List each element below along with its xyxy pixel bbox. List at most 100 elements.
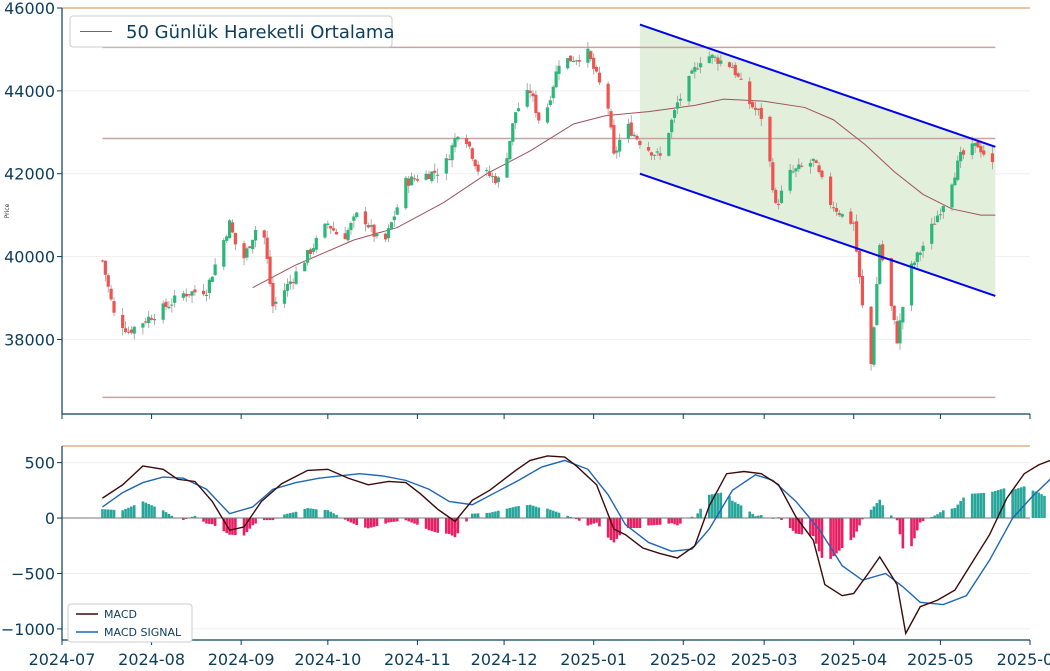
- macd-histogram-bar: [855, 518, 858, 532]
- legend-signal-label: MACD SIGNAL: [104, 626, 182, 639]
- candle-body: [285, 283, 289, 291]
- macd-histogram-bar: [537, 507, 541, 519]
- candle-body: [233, 232, 237, 245]
- candle-body: [141, 323, 145, 328]
- candle-body: [895, 321, 899, 344]
- macd-histogram-bar: [1040, 494, 1043, 519]
- candle-body: [933, 223, 937, 225]
- candle-body: [346, 229, 350, 241]
- candle-body: [930, 223, 934, 244]
- candle-body: [849, 211, 853, 224]
- macd-histogram-bar: [286, 513, 289, 519]
- candle-body: [860, 275, 865, 306]
- candle-body: [173, 295, 177, 303]
- macd-histogram-bar: [508, 507, 512, 519]
- candle-body: [693, 67, 697, 72]
- candle-body: [794, 168, 798, 172]
- macd-histogram-bar: [910, 518, 913, 547]
- candle-body: [245, 248, 249, 258]
- macd-histogram-bar: [491, 512, 494, 519]
- candle-body: [675, 102, 680, 109]
- candle-body: [909, 263, 914, 306]
- macd-histogram-bar: [612, 518, 616, 543]
- candle-body: [349, 222, 353, 230]
- macd-histogram-bar: [312, 508, 315, 519]
- macd-histogram-bar: [551, 510, 555, 519]
- candle-body: [126, 331, 131, 333]
- candle-body: [164, 301, 168, 307]
- candle-body: [912, 262, 917, 265]
- macd-histogram-bar: [164, 512, 168, 519]
- macd-histogram-bar: [109, 509, 113, 519]
- candle-body: [485, 170, 489, 172]
- candle-body: [193, 289, 197, 293]
- candle-body: [415, 179, 420, 181]
- macd-histogram-bar: [485, 512, 489, 519]
- candle-body: [574, 60, 578, 62]
- macd-histogram-bar: [736, 503, 740, 519]
- macd-histogram-bar: [627, 518, 630, 529]
- candle-body: [649, 152, 654, 156]
- candle-body: [334, 231, 339, 235]
- candle-body: [797, 164, 801, 169]
- macd-histogram-bar: [589, 518, 593, 525]
- macd-legend-box: [67, 603, 193, 643]
- candle-body: [369, 225, 373, 227]
- macd-histogram-bar: [335, 514, 338, 519]
- macd-histogram-bar: [800, 518, 804, 535]
- x-axis-tick-labels: 2024-07 2024-08 2024-09 2024-10 2024-11 2024-…: [29, 414, 1050, 669]
- candle-body: [404, 177, 408, 209]
- candle-body: [450, 145, 454, 161]
- candle-body: [528, 90, 532, 93]
- candle-body: [213, 264, 217, 276]
- macd-histogram-bar: [606, 518, 610, 538]
- macd-histogram-bar: [366, 518, 370, 529]
- macd-histogram-bar: [930, 516, 934, 519]
- candle-body: [901, 307, 905, 323]
- candle-body: [808, 162, 812, 167]
- macd-histogram-bar: [346, 518, 350, 522]
- candle-body: [635, 135, 639, 140]
- macd-histogram-bar: [228, 518, 231, 535]
- macd-histogram-bar: [895, 518, 899, 521]
- macd-histogram-bar: [1020, 487, 1023, 519]
- candle-body: [713, 56, 717, 58]
- macd-histogram-bar: [716, 493, 720, 519]
- candle-body: [262, 230, 266, 238]
- macd-histogram-bar: [748, 511, 752, 519]
- trend-channel-lower-line: [639, 172, 996, 297]
- x-tick-label: 2024-10: [294, 650, 361, 669]
- macd-histogram-bar: [809, 518, 812, 536]
- candle-body: [881, 244, 885, 261]
- candle-body: [190, 291, 194, 296]
- candle-body: [514, 112, 518, 123]
- macd-signal-line: [102, 459, 1050, 606]
- macd-histogram-bar: [618, 518, 621, 536]
- macd-histogram-bar: [390, 518, 393, 523]
- candle-body: [230, 222, 235, 233]
- macd-histogram-bar: [416, 518, 419, 525]
- candle-body: [771, 162, 775, 191]
- macd-histogram-bar: [956, 504, 960, 519]
- macd-histogram-bar: [832, 518, 835, 557]
- candle-body: [363, 211, 368, 225]
- macd-histogram-bar: [918, 518, 922, 523]
- macd-histogram-bar: [999, 489, 1003, 519]
- macd-legend: MACD MACD SIGNAL: [67, 603, 193, 643]
- candle-body: [658, 153, 662, 156]
- candle-body: [311, 248, 315, 252]
- candle-body: [288, 281, 292, 285]
- macd-histogram-bar: [326, 510, 330, 519]
- candle-body: [918, 252, 922, 255]
- candle-body: [594, 66, 599, 72]
- x-tick-label: 2025-06: [997, 650, 1050, 669]
- candle-body: [618, 139, 622, 152]
- macd-histogram-bar: [933, 515, 936, 519]
- macd-histogram-bar: [814, 518, 818, 544]
- candle-body: [271, 282, 275, 307]
- macd-histogram-bar: [222, 518, 226, 532]
- candle-body: [372, 224, 376, 237]
- macd-histogram-bar: [410, 518, 413, 523]
- macd-histogram-bar: [797, 518, 801, 534]
- macd-histogram-bar: [913, 518, 916, 539]
